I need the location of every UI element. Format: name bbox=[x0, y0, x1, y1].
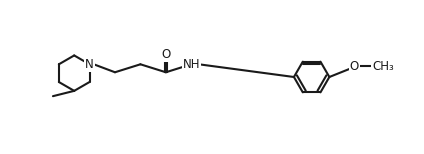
Text: O: O bbox=[349, 60, 359, 73]
Text: CH₃: CH₃ bbox=[372, 60, 394, 73]
Text: NH: NH bbox=[183, 58, 200, 71]
Text: N: N bbox=[85, 58, 94, 71]
Text: O: O bbox=[161, 48, 170, 61]
